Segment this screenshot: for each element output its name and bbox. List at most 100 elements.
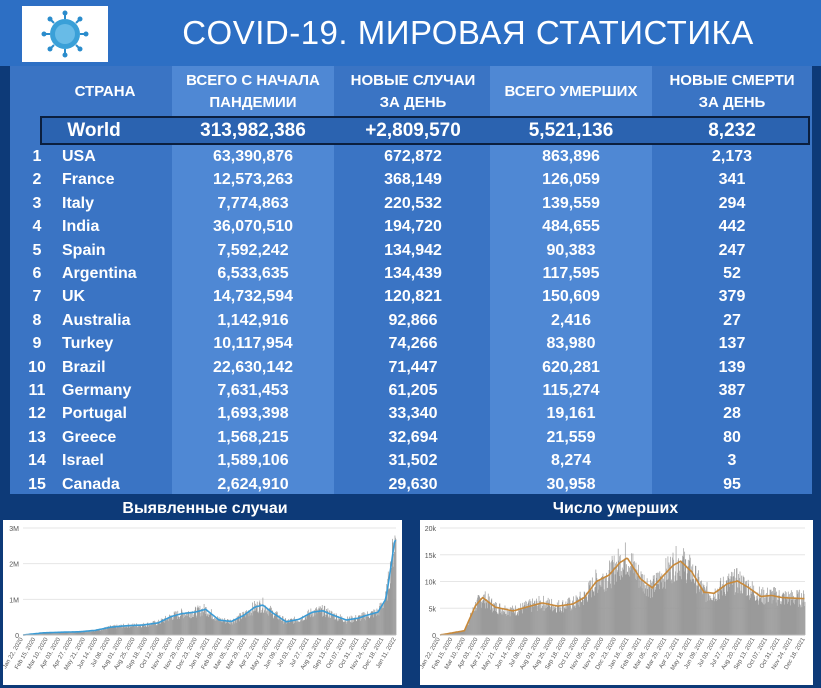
row-country: Turkey [62, 335, 114, 353]
row-rank: 4 [32, 218, 42, 236]
row-new-cases: 120,821 [384, 288, 442, 306]
row-new-deaths: 139 [718, 358, 746, 376]
row-new-cases: 92,866 [388, 311, 438, 329]
row-total-cases: 1,568,215 [217, 428, 289, 446]
row-new-deaths: 247 [718, 241, 746, 259]
world-total-cases: 313,982,386 [200, 120, 306, 141]
row-country: Portugal [62, 405, 127, 423]
world-total-deaths: 5,521,136 [528, 120, 614, 141]
row-country: Greece [62, 428, 117, 446]
header-total-cases-line2: ПАНДЕМИИ [209, 94, 297, 111]
cases-chart: 0 1M 2M 3M Jan 22, 2020 Feb 15, 2020 Mar 10, 2… [2, 520, 402, 685]
row-country: Israel [62, 452, 104, 470]
row-rank: 3 [32, 194, 42, 212]
header-banner: COVID-19. МИРОВАЯ СТАТИСТИКА [0, 0, 821, 66]
row-total-deaths: 90,383 [546, 241, 596, 259]
row-new-deaths: 294 [718, 194, 746, 212]
row-new-cases: 29,630 [388, 475, 438, 493]
seven-day-average-line [22, 539, 397, 636]
row-country: USA [62, 148, 96, 165]
row-total-deaths: 21,559 [546, 428, 596, 446]
header-new-deaths: НОВЫЕ СМЕРТИ ЗА ДЕНЬ [652, 70, 812, 114]
row-total-cases: 7,631,453 [217, 382, 289, 399]
row-new-cases: 672,872 [384, 148, 442, 165]
row-new-cases: 194,720 [384, 218, 442, 236]
row-total-cases: 1,142,916 [217, 311, 289, 329]
row-new-cases: 74,266 [388, 335, 438, 353]
row-new-deaths: 80 [723, 428, 741, 446]
row-new-deaths: 442 [718, 218, 746, 236]
y-tick-label: 0 [15, 633, 19, 640]
row-new-cases: 134,439 [384, 265, 442, 282]
row-rank: 12 [28, 405, 46, 423]
header-total-cases: ВСЕГО С НАЧАЛА ПАНДЕМИИ [172, 70, 334, 114]
row-country: Argentina [62, 265, 137, 282]
row-total-cases: 7,774,863 [217, 194, 289, 212]
row-rank: 6 [32, 265, 42, 282]
row-new-cases: 61,205 [388, 382, 438, 399]
row-country: India [62, 218, 100, 236]
seven-day-average-line [439, 557, 805, 636]
row-new-deaths: 379 [718, 288, 746, 306]
row-total-deaths: 150,609 [542, 288, 600, 306]
header-country: СТРАНА [74, 83, 136, 100]
row-country: Brazil [62, 358, 106, 376]
row-country: Canada [62, 475, 120, 493]
row-total-deaths: 139,559 [542, 194, 600, 212]
coronavirus-icon [22, 6, 108, 62]
y-tick-label: 5k [429, 606, 437, 613]
row-rank: 2 [32, 171, 42, 189]
row-country: Italy [62, 194, 95, 212]
y-tick-label: 1M [9, 597, 19, 604]
row-total-cases: 10,117,954 [213, 335, 293, 353]
row-total-cases: 36,070,510 [212, 218, 294, 236]
y-tick-label: 3M [9, 526, 19, 533]
row-new-cases: 71,447 [388, 358, 438, 376]
row-country: Spain [62, 241, 106, 259]
header-total-deaths: ВСЕГО УМЕРШИХ [504, 83, 638, 100]
row-rank: 5 [32, 241, 42, 259]
header-new-deaths-line1: НОВЫЕ СМЕРТИ [669, 72, 795, 89]
row-total-deaths: 484,655 [542, 218, 600, 236]
row-country: UK [62, 288, 86, 306]
row-rank: 14 [28, 452, 46, 470]
row-total-cases: 1,589,106 [217, 452, 289, 470]
row-total-deaths: 863,896 [542, 148, 600, 165]
y-tick-label: 15k [425, 553, 437, 560]
row-total-cases: 63,390,876 [212, 148, 294, 165]
cases-chart-title: Выявленные случаи [122, 500, 288, 517]
row-rank: 7 [32, 288, 42, 306]
world-new-deaths: 8,232 [708, 120, 756, 141]
row-rank: 11 [28, 382, 46, 399]
row-total-deaths: 117,595 [542, 265, 600, 282]
row-total-deaths: 126,059 [542, 171, 600, 189]
row-new-deaths: 341 [718, 171, 746, 189]
row-new-deaths: 387 [718, 382, 746, 399]
row-total-deaths: 115,274 [542, 382, 600, 399]
row-total-deaths: 2,416 [550, 311, 592, 329]
row-new-deaths: 27 [723, 311, 741, 329]
y-tick-label: 2M [9, 562, 19, 569]
row-new-deaths: 95 [723, 475, 741, 493]
row-new-cases: 31,502 [388, 452, 438, 470]
row-new-deaths: 3 [727, 452, 737, 470]
header-new-deaths-line2: ЗА ДЕНЬ [698, 94, 766, 111]
row-rank: 1 [32, 148, 42, 165]
y-tick-label: 10k [425, 580, 437, 587]
row-country: France [62, 171, 115, 189]
row-total-deaths: 8,274 [550, 452, 592, 470]
y-tick-label: 20k [425, 526, 437, 533]
world-row [40, 116, 810, 145]
row-rank: 13 [28, 428, 46, 446]
row-total-cases: 12,573,263 [212, 171, 294, 189]
row-total-deaths: 19,161 [546, 405, 596, 423]
row-rank: 8 [32, 311, 42, 329]
row-new-deaths: 2,173 [711, 148, 753, 165]
row-new-cases: 33,340 [388, 405, 438, 423]
row-total-cases: 22,630,142 [212, 358, 294, 376]
row-country: Australia [62, 311, 131, 329]
row-rank: 15 [28, 475, 46, 493]
